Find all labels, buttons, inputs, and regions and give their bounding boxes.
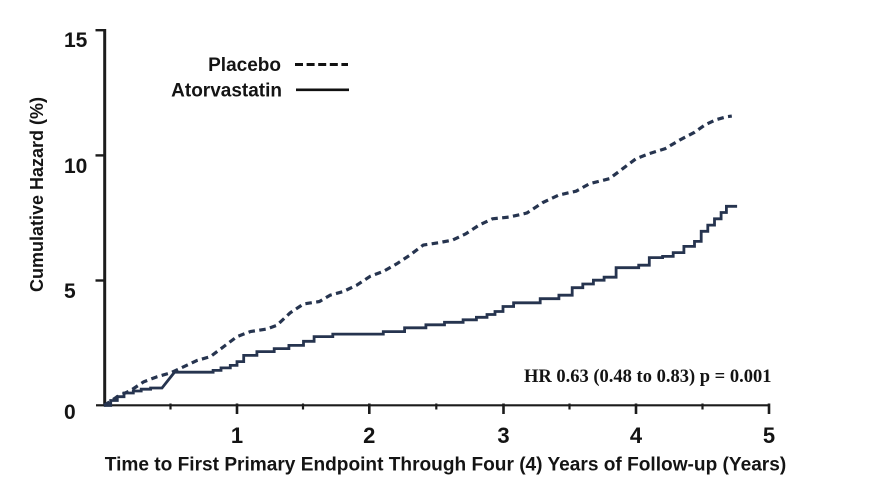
svg-text:Cumulative Hazard (%): Cumulative Hazard (%) [27,97,47,292]
svg-text:10: 10 [64,155,87,178]
svg-text:0: 0 [64,401,76,424]
svg-text:5: 5 [763,423,775,448]
svg-text:4: 4 [630,423,643,448]
svg-text:5: 5 [64,280,76,303]
svg-text:Placebo: Placebo [208,55,281,76]
svg-text:HR 0.63 (0.48 to 0.83) p = 0.0: HR 0.63 (0.48 to 0.83) p = 0.001 [524,367,771,387]
svg-text:Time to First Primary Endpoint: Time to First Primary Endpoint Through F… [105,455,786,476]
svg-text:2: 2 [363,423,375,448]
svg-text:3: 3 [497,423,509,448]
svg-text:Atorvastatin: Atorvastatin [171,81,282,102]
svg-text:15: 15 [64,29,88,52]
svg-text:1: 1 [231,423,243,448]
